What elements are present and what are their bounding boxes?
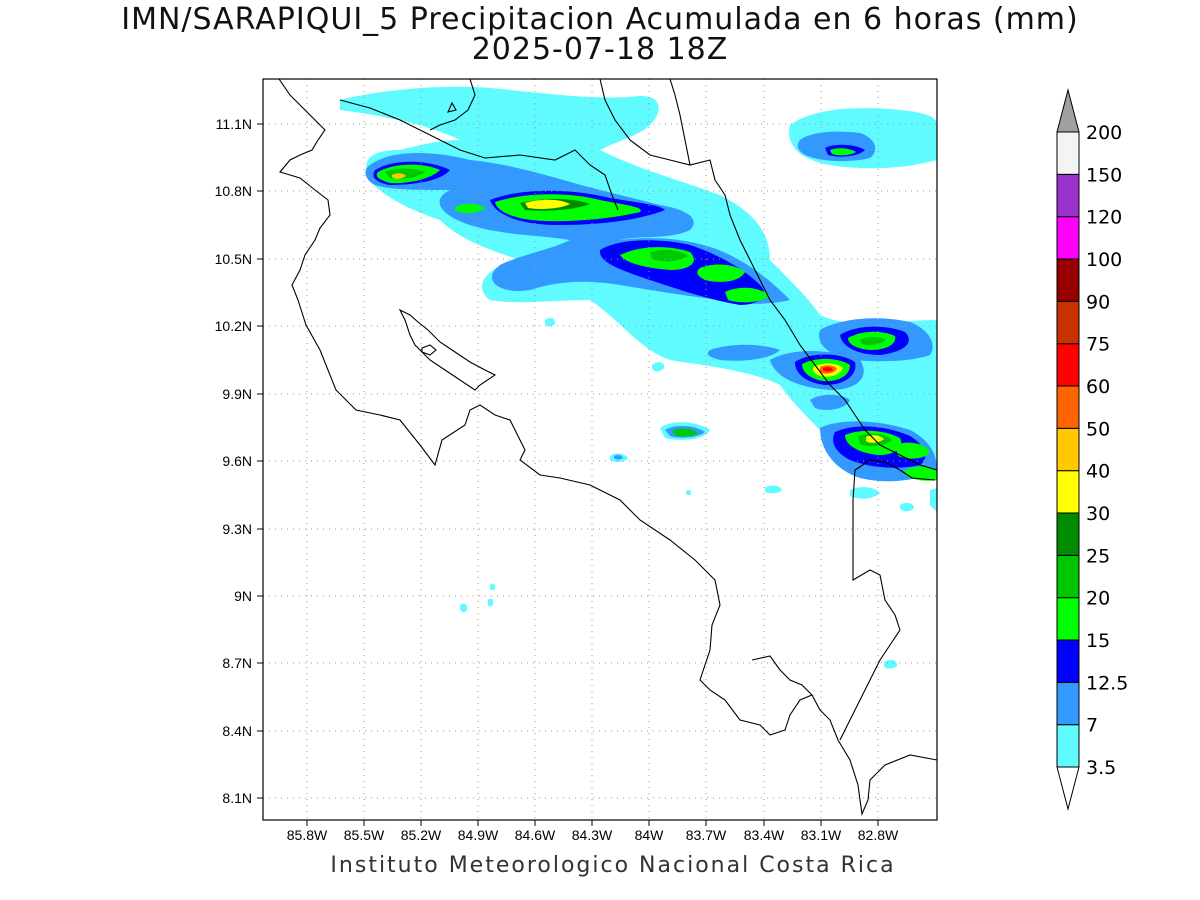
y-tick-label: 8.4N (222, 723, 252, 739)
axis-tick-marks (257, 123, 879, 826)
x-tick-label: 83.1W (801, 827, 842, 843)
colorbar-swatch (1056, 258, 1080, 302)
y-axis-labels: 11.1N 10.8N 10.5N 10.2N 9.9N 9.6N 9.3N 9… (215, 116, 252, 806)
y-tick-label: 9.6N (222, 453, 252, 469)
x-tick-label: 84.9W (458, 827, 499, 843)
colorbar-label: 100 (1086, 249, 1122, 271)
colorbar-label: 30 (1086, 503, 1110, 525)
colorbar-label: 120 (1086, 207, 1122, 229)
colorbar-swatch (1056, 470, 1080, 514)
x-tick-label: 85.5W (344, 827, 385, 843)
footer-credit: Instituto Meteorologico Nacional Costa R… (330, 853, 896, 878)
caribbean-coastline (599, 79, 937, 471)
colorbar-label: 20 (1086, 588, 1110, 610)
x-tick-label: 84W (635, 827, 665, 843)
x-tick-label: 83.4W (744, 827, 785, 843)
y-tick-label: 9N (234, 588, 252, 604)
san-juan-river (669, 79, 691, 166)
y-tick-label: 10.8N (215, 183, 252, 199)
x-tick-label: 84.6W (515, 827, 556, 843)
colorbar-under-triangle (1056, 766, 1080, 811)
colorbar-label: 25 (1086, 545, 1110, 567)
y-tick-label: 10.5N (215, 251, 252, 267)
colorbar-label: 60 (1086, 376, 1110, 398)
colorbar-label: 150 (1086, 164, 1122, 186)
y-tick-label: 8.1N (222, 790, 252, 806)
colorbar-swatch (1056, 681, 1080, 726)
map-title: IMN/SARAPIQUI_5 Precipitacion Acumulada … (121, 2, 1079, 37)
colorbar-swatch (1056, 343, 1080, 387)
colorbar-swatch (1056, 639, 1080, 683)
colorbar-swatch (1056, 300, 1080, 345)
y-tick-label: 11.1N (216, 116, 252, 132)
map-datetime: 2025-07-18 18Z (471, 32, 729, 67)
colorbar-label: 7 (1086, 715, 1098, 737)
plot-frame (262, 78, 938, 821)
rain-cells-isolated (460, 317, 898, 669)
colorbar-swatch (1056, 554, 1080, 599)
x-tick-label: 84.3W (572, 827, 613, 843)
island-chira (421, 344, 437, 356)
x-tick-label: 85.8W (287, 827, 328, 843)
panama-border (839, 459, 936, 741)
colorbar-swatch (1056, 173, 1080, 218)
colorbar-swatch (1056, 216, 1080, 260)
nicoya-inner-coast (398, 308, 497, 391)
colorbar-label: 200 (1086, 122, 1122, 144)
colorbar-label: 90 (1086, 291, 1110, 313)
x-tick-label: 82.8W (858, 827, 899, 843)
pacific-coastline (278, 79, 937, 817)
precipitation-field (340, 86, 937, 669)
coastlines-borders (278, 79, 937, 817)
lake-nicaragua-shore (429, 79, 476, 131)
colorbar-swatch (1056, 597, 1080, 641)
colorbar-swatch (1056, 427, 1080, 472)
colorbar-swatch (1056, 131, 1080, 175)
colorbar-label: 40 (1086, 461, 1110, 483)
x-tick-label: 83.7W (686, 827, 727, 843)
colorbar-swatch (1056, 385, 1080, 429)
lagoon (447, 101, 457, 113)
colorbar-label: 50 (1086, 418, 1110, 440)
x-tick-label: 85.2W (401, 827, 442, 843)
grid-lines (263, 79, 937, 820)
colorbar-over-triangle (1056, 88, 1080, 133)
colorbar-swatch (1056, 724, 1080, 768)
y-tick-label: 9.3N (222, 521, 252, 537)
colorbar-swatch (1056, 512, 1080, 556)
colorbar-label: 75 (1086, 334, 1110, 356)
colorbar-label: 12.5 (1086, 672, 1128, 694)
colorbar-label: 15 (1086, 630, 1110, 652)
nicaragua-border (339, 99, 619, 211)
colorbar-label: 3.5 (1086, 757, 1116, 779)
osa-inner (751, 655, 813, 696)
x-axis-labels: 85.8W 85.5W 85.2W 84.9W 84.6W 84.3W 84W … (287, 827, 899, 843)
y-tick-label: 9.9N (222, 386, 252, 402)
colorbar: 3.5 7 12.5 15 20 25 30 40 50 60 75 90 100 120 150 200 (1056, 88, 1128, 811)
y-tick-label: 8.7N (222, 655, 252, 671)
y-tick-label: 10.2N (215, 318, 252, 334)
